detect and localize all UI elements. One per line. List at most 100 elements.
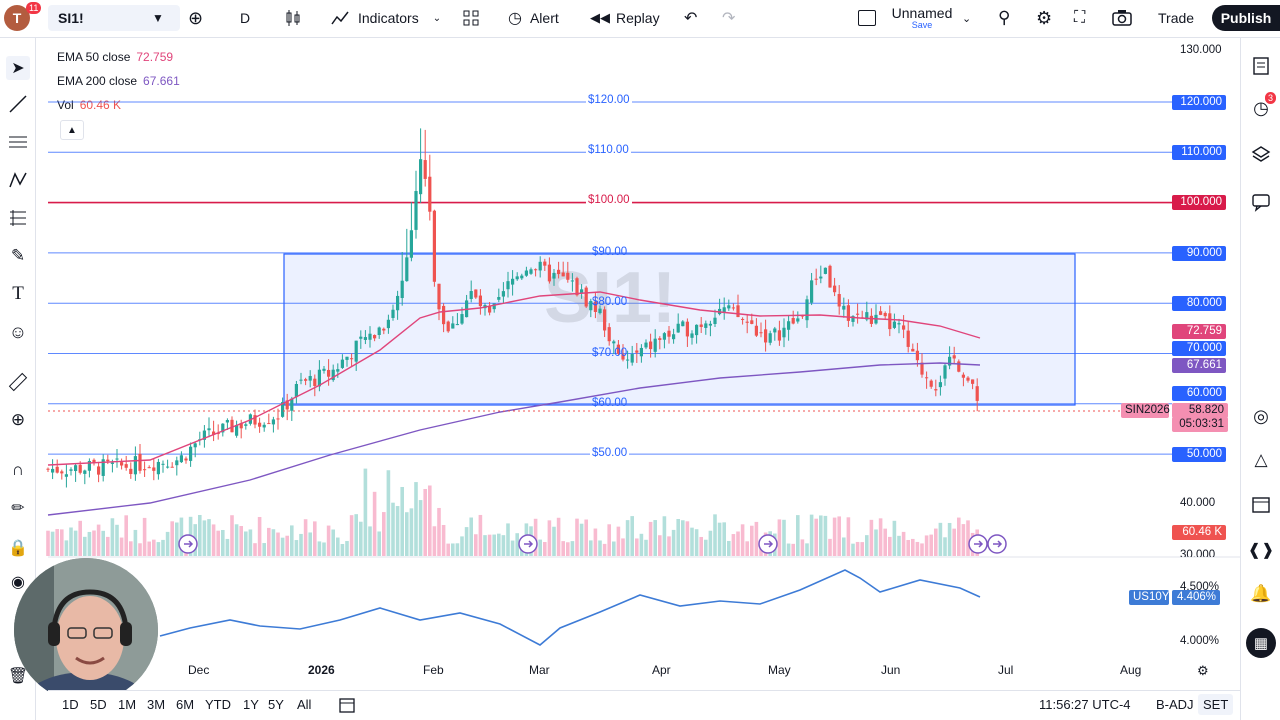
fullscreen-icon[interactable]: ⛶ — [1074, 9, 1086, 26]
candle-type-icon[interactable] — [284, 0, 302, 36]
magnet-icon[interactable]: ∩ — [11, 460, 25, 479]
volume-bar — [50, 531, 55, 556]
range-ytd[interactable]: YTD — [205, 697, 231, 712]
alerts-clock-icon[interactable]: ◷ 3 — [1249, 92, 1277, 120]
axis-settings-icon[interactable]: ⚙ — [1197, 663, 1209, 678]
cursor-icon[interactable]: ➤ — [6, 56, 30, 80]
horizontal-lines-icon[interactable] — [6, 130, 30, 154]
candle-body — [782, 327, 786, 338]
apps-grid-icon[interactable]: ▦ — [1246, 628, 1276, 658]
emoji-icon[interactable]: ☺ — [8, 321, 28, 342]
volume-bar — [234, 524, 239, 556]
volume-bar — [92, 530, 96, 556]
interval-button[interactable]: D — [240, 10, 251, 26]
ema200-legend[interactable]: EMA 200 close 67.661 — [57, 74, 180, 88]
fib-icon[interactable] — [6, 206, 30, 230]
session-toggle[interactable]: SET — [1198, 694, 1234, 715]
range-rectangle[interactable] — [283, 253, 1076, 406]
volume-legend[interactable]: Vol 60.46 K — [57, 98, 121, 112]
volume-bar — [377, 531, 381, 556]
volume-bar — [791, 543, 795, 556]
volume-bar — [469, 517, 473, 556]
candle-body — [552, 272, 556, 279]
layout-select-icon[interactable] — [858, 0, 876, 36]
candle-body — [432, 210, 436, 282]
candle-body — [759, 332, 763, 334]
candle-body — [391, 309, 395, 318]
candle-body — [920, 362, 924, 375]
candle-body — [534, 269, 538, 271]
candle-body — [285, 400, 289, 410]
lock-icon[interactable]: 🔒 — [8, 540, 28, 557]
volume-bar — [285, 535, 289, 556]
collapse-legend-button[interactable]: ▲ — [60, 120, 84, 140]
brush-icon[interactable]: ✎ — [10, 246, 26, 265]
candle-body — [60, 471, 64, 474]
volume-bar — [46, 530, 50, 556]
range-all[interactable]: All — [297, 697, 312, 712]
clock-display[interactable]: 11:56:27 UTC-4 — [1039, 697, 1131, 712]
target-icon[interactable]: ◎ — [1253, 405, 1269, 426]
watchlist-icon[interactable] — [1249, 54, 1273, 78]
quick-search-icon[interactable]: ⚲ — [998, 8, 1011, 27]
candle-body — [902, 325, 906, 330]
undo-icon[interactable]: ↶ — [684, 10, 698, 27]
camera-icon[interactable] — [1112, 0, 1132, 36]
volume-bar — [621, 538, 625, 556]
volume-bar — [193, 524, 197, 556]
pattern-icon[interactable] — [6, 168, 30, 192]
range-5d[interactable]: 5D — [90, 697, 107, 712]
settings-icon[interactable]: ⚙ — [1036, 7, 1053, 28]
ema50-legend[interactable]: EMA 50 close 72.759 — [57, 50, 173, 64]
broadcast-icon[interactable]: ❰❱ — [1247, 542, 1275, 559]
range-1d[interactable]: 1D — [62, 697, 79, 712]
volume-bar — [170, 521, 174, 556]
volume-bar — [713, 514, 717, 556]
range-6m[interactable]: 6M — [176, 697, 195, 712]
volume-bar — [952, 528, 956, 556]
date-range-icon[interactable] — [338, 696, 356, 717]
triangle-icon[interactable]: △ — [1254, 450, 1268, 469]
trend-line-icon[interactable] — [6, 92, 30, 116]
candle-body — [230, 419, 234, 433]
volume-bar — [915, 541, 920, 556]
bell-icon[interactable]: 🔔 — [1250, 584, 1272, 603]
volume-bar — [239, 526, 243, 556]
stay-in-drawing-icon[interactable]: ✏ — [11, 500, 25, 517]
layers-icon[interactable] — [1249, 142, 1273, 166]
user-avatar[interactable]: T 11 — [4, 0, 42, 36]
candle-body — [888, 313, 892, 330]
templates-icon[interactable] — [462, 0, 480, 36]
text-icon[interactable]: T — [12, 283, 24, 304]
publish-button[interactable]: Publish — [1212, 5, 1280, 31]
zoom-in-icon[interactable]: ⊕ — [10, 410, 26, 429]
range-1y[interactable]: 1Y — [243, 697, 259, 712]
chevron-down-icon[interactable]: ⌄ — [962, 12, 972, 25]
calendar-icon[interactable] — [1249, 492, 1273, 516]
compare-add-icon[interactable]: ⊕ — [188, 7, 204, 28]
range-3m[interactable]: 3M — [147, 697, 166, 712]
chat-icon[interactable] — [1249, 190, 1273, 214]
trade-button[interactable]: Trade — [1158, 10, 1195, 26]
symbol-search[interactable]: SI1! ▼ — [48, 5, 180, 31]
range-1m[interactable]: 1M — [118, 697, 137, 712]
volume-bar — [579, 523, 584, 556]
avatar-letter: T — [4, 5, 30, 31]
volume-bar — [846, 517, 851, 556]
candle-body — [442, 305, 446, 325]
layout-name-button[interactable]: Unnamed Save — [892, 0, 953, 36]
range-5y[interactable]: 5Y — [268, 697, 284, 712]
ruler-icon[interactable] — [6, 370, 30, 394]
volume-bar — [869, 519, 874, 556]
alert-button[interactable]: ◷ Alert — [508, 0, 559, 36]
trash-icon[interactable]: 🗑 — [7, 668, 29, 685]
volume-bar — [326, 525, 331, 556]
eye-icon[interactable]: ◉ — [11, 574, 25, 591]
badj-toggle[interactable]: B-ADJ — [1156, 697, 1194, 712]
candle-body — [672, 334, 676, 340]
redo-icon[interactable]: ↷ — [722, 10, 736, 27]
replay-button[interactable]: ◀◀ Replay — [590, 0, 660, 36]
indicators-button[interactable]: Indicators ⌄ — [330, 0, 441, 36]
candle-body — [764, 329, 768, 343]
